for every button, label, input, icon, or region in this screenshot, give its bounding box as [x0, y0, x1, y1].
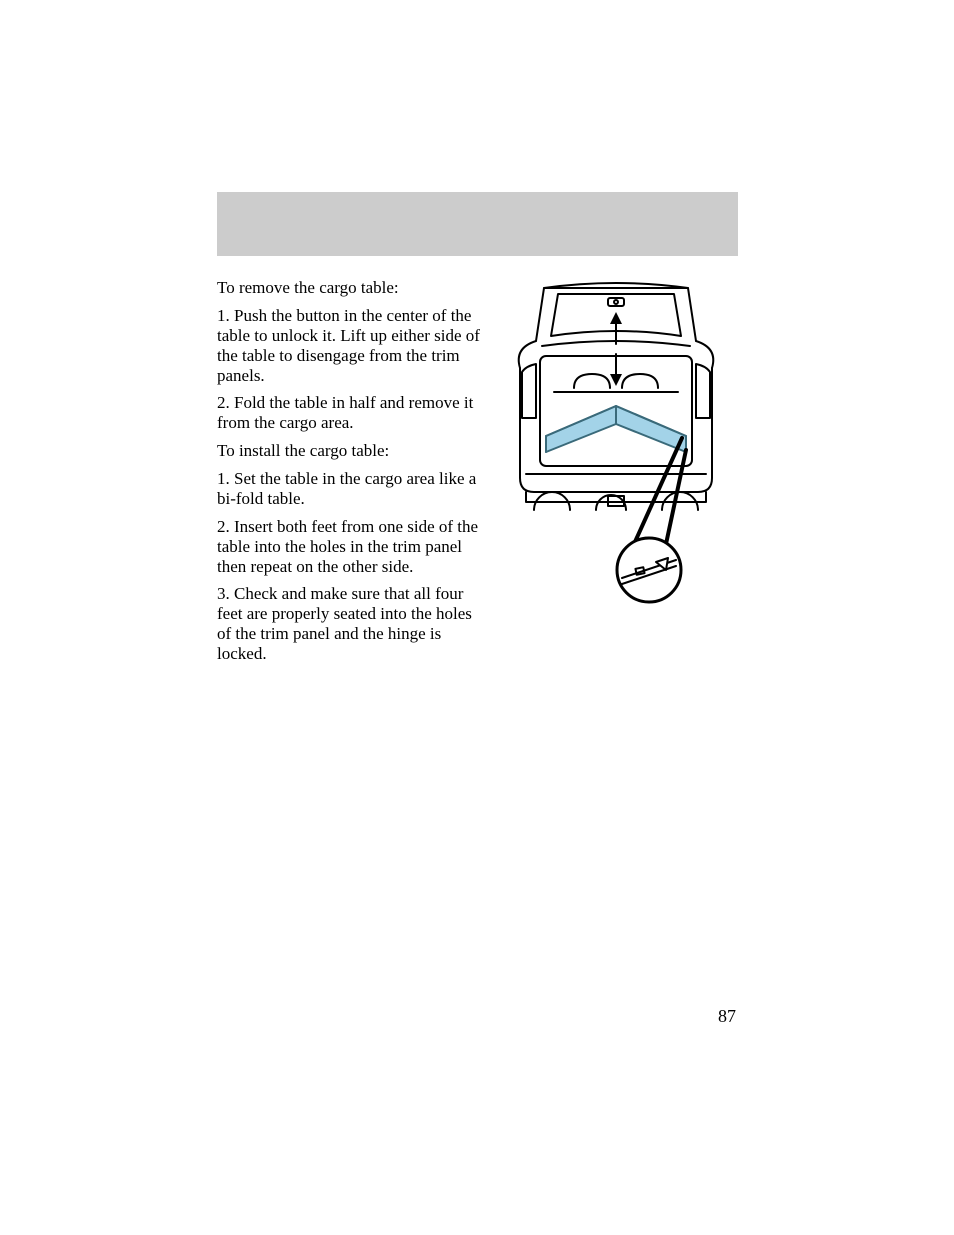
- header-band: [217, 192, 738, 256]
- para-remove-intro: To remove the cargo table:: [217, 278, 485, 298]
- para-install-step1: 1. Set the table in the cargo area like …: [217, 469, 485, 509]
- page-number: 87: [718, 1006, 736, 1027]
- para-remove-step1: 1. Push the button in the center of the …: [217, 306, 485, 386]
- instruction-text-column: To remove the cargo table: 1. Push the b…: [217, 278, 485, 672]
- para-install-step3: 3. Check and make sure that all four fee…: [217, 584, 485, 664]
- cargo-table-icon: [546, 406, 686, 452]
- para-remove-step2: 2. Fold the table in half and remove it …: [217, 393, 485, 433]
- cargo-table-illustration: [496, 278, 736, 608]
- fold-arrows-icon: [610, 312, 622, 386]
- detail-circle-icon: [617, 538, 681, 602]
- para-install-intro: To install the cargo table:: [217, 441, 485, 461]
- page: To remove the cargo table: 1. Push the b…: [0, 0, 954, 1235]
- para-install-step2: 2. Insert both feet from one side of the…: [217, 517, 485, 577]
